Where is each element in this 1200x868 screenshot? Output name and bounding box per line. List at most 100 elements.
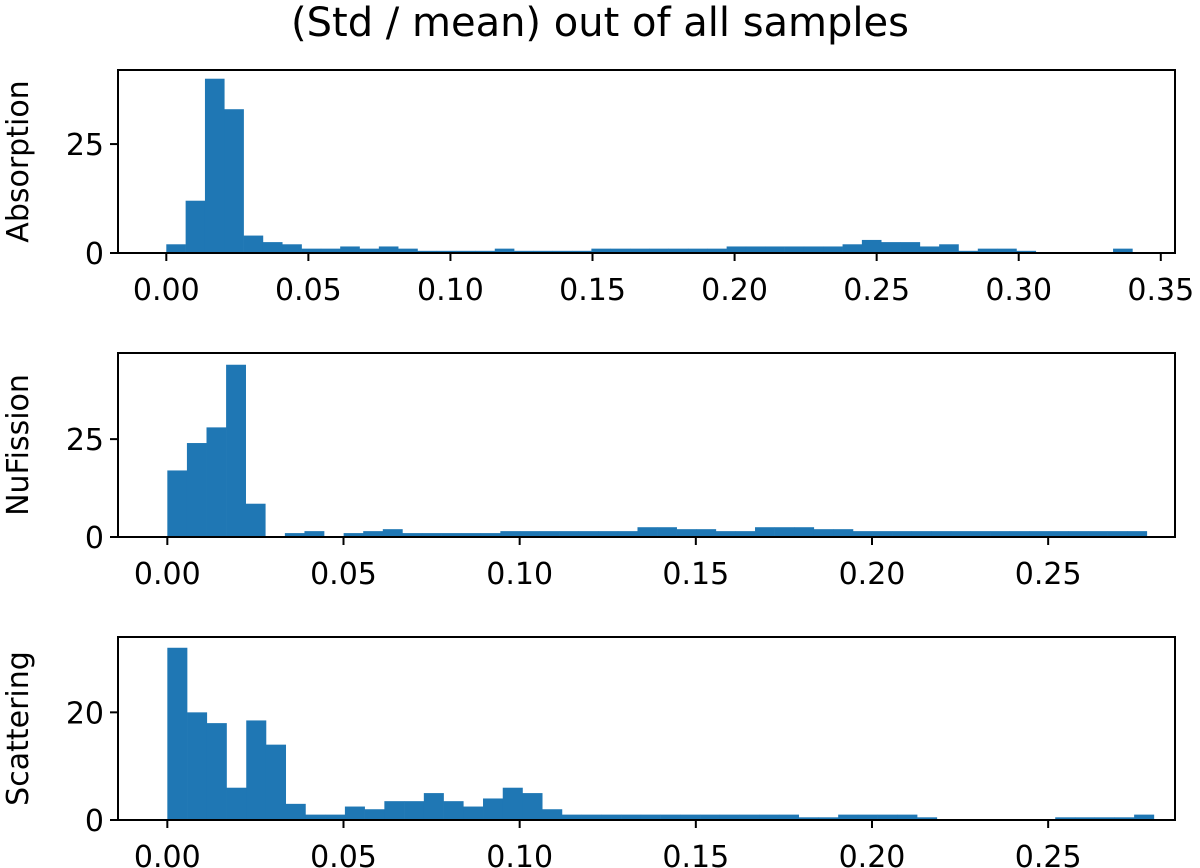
x-tick-label: 0.10 xyxy=(417,273,484,308)
axes-frame-nufission xyxy=(117,352,1176,538)
bar xyxy=(617,531,638,537)
bar xyxy=(778,814,800,820)
panel-absorption: 0.00 0.05 0.10 0.15 0.20 0.25 0.30 0.35 0 25 Absor… xyxy=(1,69,1194,308)
bar xyxy=(552,250,573,253)
x-tick-label: 0.15 xyxy=(662,557,729,592)
x-tick-label: 0.15 xyxy=(662,840,729,868)
bar xyxy=(774,527,795,537)
bar xyxy=(443,801,464,820)
bar xyxy=(572,250,592,253)
bar xyxy=(436,250,457,253)
axes-frame-absorption xyxy=(117,69,1176,254)
bar xyxy=(243,235,264,253)
bar xyxy=(1068,531,1089,537)
bar xyxy=(581,814,602,820)
bar xyxy=(539,531,560,537)
bar xyxy=(900,242,921,253)
bar xyxy=(463,806,484,820)
bar xyxy=(833,529,854,537)
bar xyxy=(877,814,898,820)
bar xyxy=(502,787,523,820)
bar xyxy=(533,250,554,253)
bar xyxy=(559,531,580,537)
bar xyxy=(185,200,206,253)
bar xyxy=(542,809,563,820)
bar xyxy=(245,503,266,537)
x-tick-label: 0.35 xyxy=(1127,273,1194,308)
bar xyxy=(246,720,267,820)
bar xyxy=(1094,817,1115,820)
bar xyxy=(1016,250,1037,253)
bar xyxy=(765,246,785,253)
x-tick-label: 0.20 xyxy=(839,840,906,868)
bar xyxy=(344,806,365,820)
bar xyxy=(857,814,878,820)
x-tick-label: 0.25 xyxy=(1015,840,1082,868)
bar xyxy=(364,809,385,820)
bar xyxy=(997,248,1017,253)
bar xyxy=(1114,817,1135,820)
bar xyxy=(320,248,341,253)
bar xyxy=(601,814,622,820)
x-tick-label: 0.25 xyxy=(1015,557,1082,592)
bar xyxy=(630,248,650,253)
bar xyxy=(494,248,515,253)
bar xyxy=(726,246,747,253)
bar xyxy=(226,787,247,820)
bar xyxy=(657,527,677,537)
x-tick-label: 0.00 xyxy=(133,273,200,308)
x-tick-label: 0.10 xyxy=(486,557,553,592)
bar xyxy=(561,814,582,820)
y-tick-label: 20 xyxy=(66,696,104,731)
bar xyxy=(359,248,380,253)
bar xyxy=(735,531,756,537)
bar xyxy=(897,814,918,820)
bar xyxy=(423,793,444,820)
x-tick-label: 0.20 xyxy=(701,273,768,308)
bar xyxy=(301,248,322,253)
bar xyxy=(1088,531,1108,537)
bar xyxy=(931,531,952,537)
bar xyxy=(519,531,540,537)
bar xyxy=(707,248,727,253)
bar xyxy=(917,817,938,820)
bar xyxy=(204,78,225,254)
bar xyxy=(461,533,482,537)
bar xyxy=(483,798,504,820)
bar xyxy=(668,248,689,253)
x-tick-label: 0.15 xyxy=(559,273,626,308)
bar xyxy=(262,242,283,253)
x-tick-label: 0.20 xyxy=(839,557,906,592)
bar xyxy=(687,248,708,253)
bar xyxy=(456,250,476,253)
bars-nufission xyxy=(167,364,1148,537)
bar xyxy=(803,246,824,253)
bar xyxy=(226,364,246,537)
bar xyxy=(343,533,364,537)
chart-title: (Std / mean) out of all samples xyxy=(291,0,909,46)
bar xyxy=(404,801,425,820)
panel-nufission: 0.00 0.05 0.10 0.15 0.20 0.25 0 25 NuFission xyxy=(1,352,1176,592)
bar xyxy=(384,801,405,820)
bar xyxy=(818,817,839,820)
bar xyxy=(382,529,403,537)
bar xyxy=(441,533,462,537)
bar xyxy=(739,814,760,820)
bar xyxy=(402,533,423,537)
bars-scattering xyxy=(167,647,1155,820)
panel-scattering: 0.00 0.05 0.10 0.15 0.20 0.25 0 20 Scattering xyxy=(1,636,1176,868)
bar xyxy=(186,443,207,537)
bar xyxy=(755,527,775,537)
bar xyxy=(939,244,959,253)
bar xyxy=(340,246,360,253)
x-tick-label: 0.00 xyxy=(134,557,201,592)
bar xyxy=(696,529,717,537)
bar xyxy=(852,531,873,537)
bar xyxy=(282,244,302,253)
bar xyxy=(1074,817,1095,820)
bar xyxy=(970,531,991,537)
y-tick-label: 25 xyxy=(66,423,104,458)
bar xyxy=(950,531,971,537)
bar xyxy=(480,533,501,537)
